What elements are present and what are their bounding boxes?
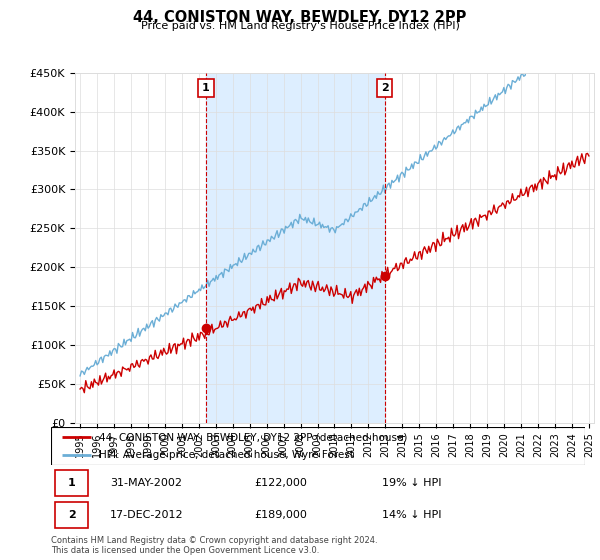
Text: 44, CONISTON WAY, BEWDLEY, DY12 2PP (detached house): 44, CONISTON WAY, BEWDLEY, DY12 2PP (det… [99,432,407,442]
Bar [206,73,385,423]
Text: 2: 2 [68,510,76,520]
Text: Price paid vs. HM Land Registry's House Price Index (HPI): Price paid vs. HM Land Registry's House … [140,21,460,31]
Text: 44, CONISTON WAY, BEWDLEY, DY12 2PP: 44, CONISTON WAY, BEWDLEY, DY12 2PP [133,10,467,25]
Text: 14% ↓ HPI: 14% ↓ HPI [382,510,442,520]
Text: 19% ↓ HPI: 19% ↓ HPI [382,478,442,488]
Bar [55,470,88,496]
Text: Contains HM Land Registry data © Crown copyright and database right 2024.
This d: Contains HM Land Registry data © Crown c… [51,536,377,556]
Text: 31-MAY-2002: 31-MAY-2002 [110,478,182,488]
Text: 1: 1 [68,478,76,488]
Text: HPI: Average price, detached house, Wyre Forest: HPI: Average price, detached house, Wyre… [99,450,354,460]
Text: 2: 2 [381,83,389,94]
Text: 17-DEC-2012: 17-DEC-2012 [110,510,184,520]
Text: 1: 1 [202,83,210,94]
Text: £122,000: £122,000 [254,478,307,488]
Text: £189,000: £189,000 [254,510,307,520]
Bar [55,502,88,528]
